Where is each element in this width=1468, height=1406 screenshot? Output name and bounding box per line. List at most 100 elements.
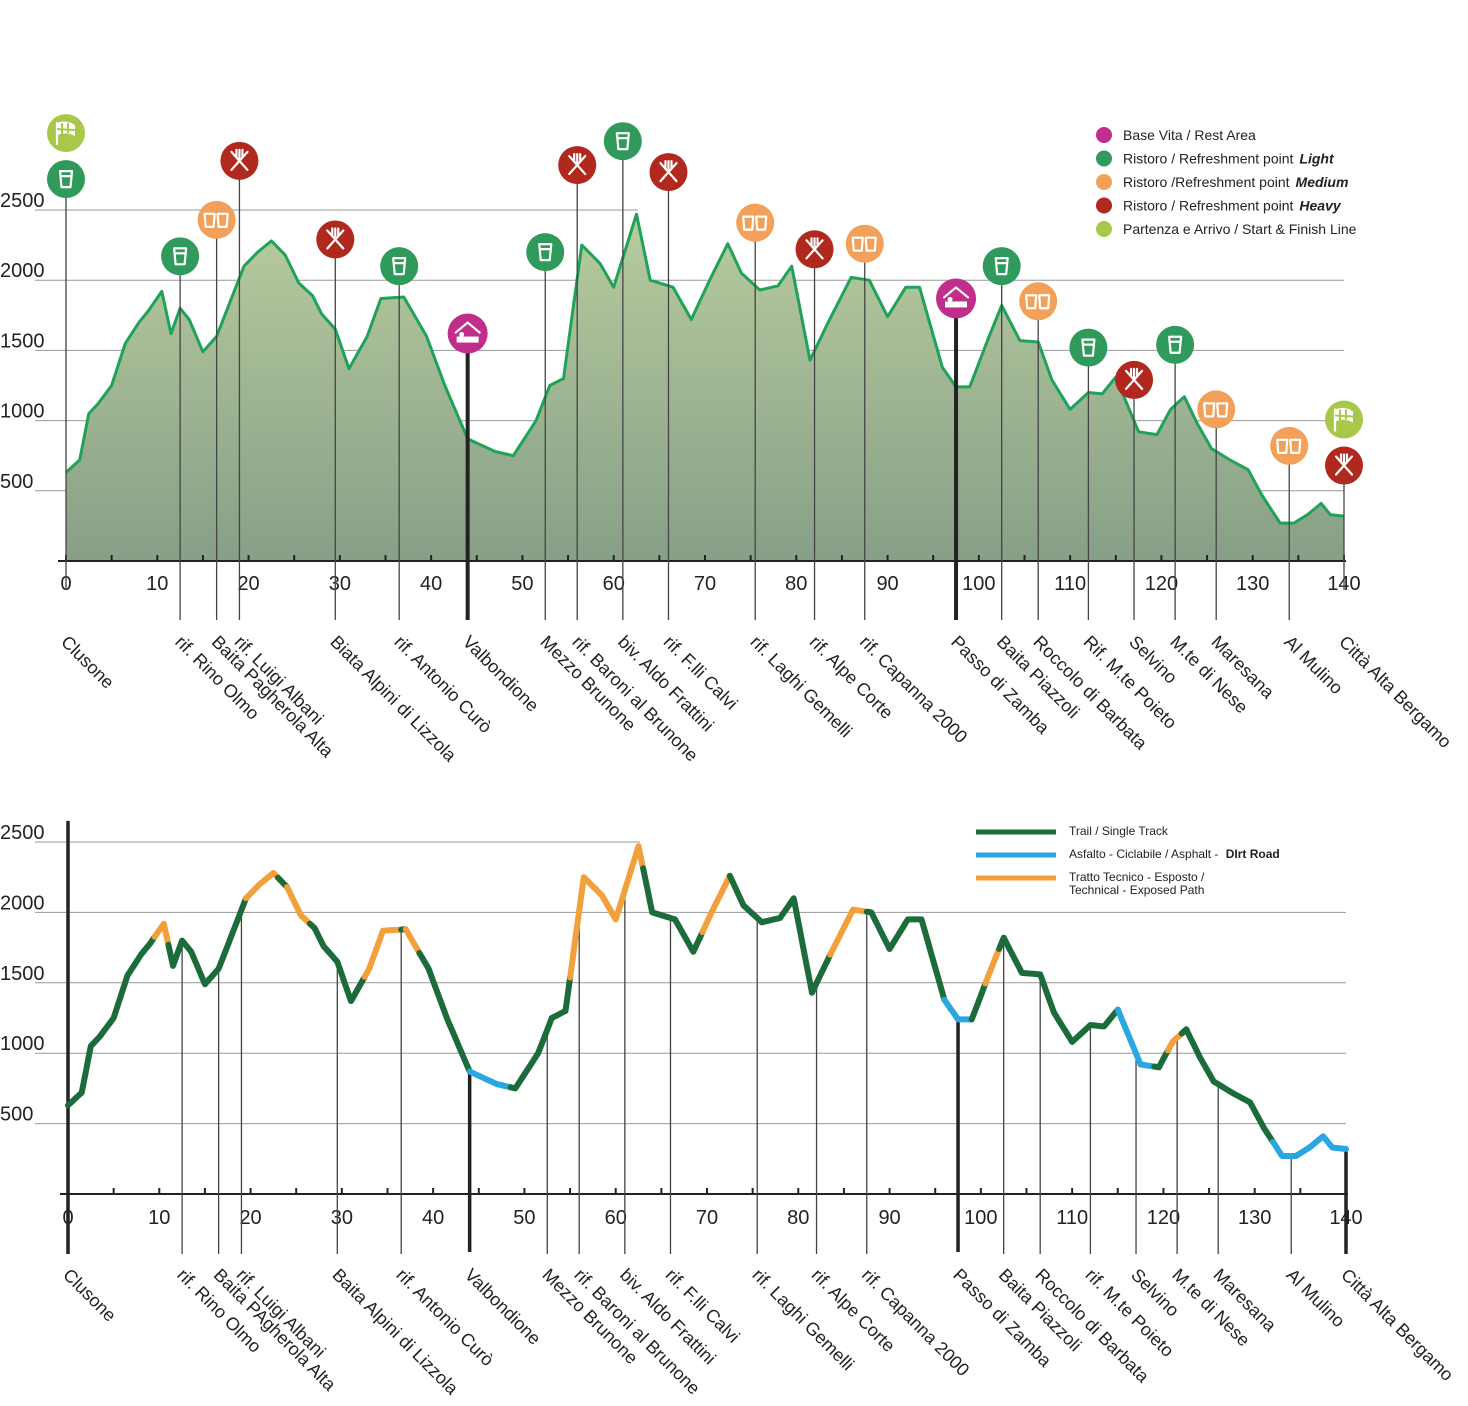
route-segment-technical (982, 946, 1003, 987)
location-label: rif. Laghi Gemelli (746, 632, 856, 742)
legend-text: Ristoro / Refreshment point (1123, 198, 1294, 214)
legend-text: Base Vita / Rest Area (1123, 127, 1256, 143)
medium-marker-circle (845, 224, 884, 263)
medium-marker-circle (197, 200, 236, 239)
location-label: Città Alta Bergamo (1335, 632, 1455, 752)
cup-icon (864, 236, 877, 252)
medium-marker-circle (1270, 426, 1309, 465)
x-tick-label: 120 (1147, 1207, 1180, 1229)
cup-icon (994, 257, 1009, 276)
light-marker (161, 237, 200, 276)
fork-icon (1124, 369, 1144, 390)
light-marker (47, 160, 85, 199)
y-tick-label: 2500 (0, 190, 45, 212)
x-tick-label: 40 (422, 1207, 444, 1229)
location-label: Biata Alpini di Lizzola (326, 632, 460, 766)
x-tick-label: 90 (878, 1207, 900, 1229)
y-tick-label: 1500 (0, 963, 45, 985)
heavy-marker (1325, 446, 1363, 485)
light-marker-circle (603, 122, 642, 161)
route-segment-asphalt (1114, 1006, 1158, 1070)
legend-label: Ristoro / Refreshment point Heavy (1123, 198, 1342, 214)
light-marker-circle (1156, 325, 1195, 364)
cup-icon (1276, 438, 1289, 454)
x-tick-label: 120 (1145, 573, 1178, 595)
elevation-area (66, 214, 1344, 561)
fork-tines-icon (1129, 367, 1139, 378)
x-tick-label: 60 (605, 1207, 627, 1229)
location-label: Al Mulino (1282, 1265, 1348, 1331)
start-marker (47, 114, 85, 153)
route-segment-technical (284, 884, 313, 927)
location-label: rif. Laghi Gemelli (748, 1265, 858, 1375)
light-marker (982, 247, 1021, 286)
legend-item: Ristoro / Refreshment point Heavy (1096, 197, 1342, 214)
medium-marker-circle (1019, 282, 1058, 321)
cup-icon (615, 132, 630, 151)
legend-label: Partenza e Arrivo / Start & Finish Line (1123, 221, 1357, 237)
location-label: Clusone (59, 1265, 120, 1326)
legend-label-line2: Technical - Exposed Path (1069, 883, 1204, 897)
fork-icon (326, 229, 345, 250)
x-tick-label: 100 (962, 573, 995, 595)
route-segment-technical (151, 920, 172, 948)
legend-item: Ristoro / Refreshment point Light (1096, 150, 1335, 167)
x-tick-label: 50 (511, 573, 533, 595)
fork-icon (568, 154, 587, 176)
legend-label: Trail / Single Track (1069, 824, 1169, 838)
cup-icon (1038, 294, 1051, 310)
medium-marker (845, 224, 884, 263)
route-segment-trail (1151, 1047, 1171, 1071)
legend-label: Tratto Tecnico - Esposto / (1069, 870, 1205, 884)
fork-tines-icon (331, 227, 340, 238)
route-segment-trail (968, 980, 989, 1023)
legend-item: Tratto Tecnico - Esposto /Technical - Ex… (976, 870, 1205, 897)
legend-text: Asfalto - Ciclabile / Asphalt - (1069, 847, 1222, 861)
route-segment-technical (243, 870, 281, 902)
light-marker-circle (982, 247, 1021, 286)
legend-label: Ristoro /Refreshment point Medium (1123, 174, 1348, 190)
legend-label: Base Vita / Rest Area (1123, 127, 1256, 143)
rest-area-icon (1096, 127, 1112, 143)
flag-check-icon (1334, 409, 1354, 421)
cup-icon (538, 243, 553, 262)
fork-icon (805, 239, 824, 260)
route-segment-trail (996, 934, 1121, 1045)
y-tick-label: 2000 (0, 260, 45, 282)
medium-marker-circle (736, 203, 775, 242)
light-marker (1156, 325, 1195, 364)
route-segment-technical (402, 926, 423, 956)
cup-icon (1025, 294, 1038, 310)
y-tick-label: 1500 (0, 330, 45, 352)
heavy-marker (220, 141, 259, 180)
x-tick-label: 10 (148, 1207, 170, 1229)
cup-icon (1168, 335, 1183, 354)
x-tick-label: 130 (1238, 1207, 1271, 1229)
cup-icon (58, 170, 74, 189)
cup-icon (1216, 402, 1229, 418)
cup-icon (216, 212, 229, 228)
cup-icon (1081, 338, 1096, 357)
x-tick-label: 110 (1056, 1207, 1088, 1229)
x-tick-label: 130 (1236, 573, 1269, 595)
route-segment-trail (306, 920, 368, 1005)
light-marker (526, 233, 565, 272)
legend-text: Trail / Single Track (1069, 824, 1169, 838)
rest-marker-circle (936, 278, 977, 319)
route-segment-technical (1165, 1030, 1185, 1054)
pillow-icon (459, 332, 465, 338)
medium-marker (1019, 282, 1058, 321)
surface-profile-chart: 5001000150020002500010203040506070809010… (0, 820, 1457, 1399)
legend-emphasis: DIrt Road (1226, 847, 1280, 861)
medium-marker (1197, 390, 1236, 429)
legend-item: Base Vita / Rest Area (1096, 127, 1256, 143)
elevation-line (64, 212, 1345, 525)
location-label: Al Mulino (1280, 632, 1346, 698)
x-tick-label: 80 (785, 573, 807, 595)
x-tick-label: 30 (329, 573, 351, 595)
legend-emphasis: Medium (1296, 174, 1349, 190)
fork-tines-icon (573, 152, 582, 164)
light-marker (380, 247, 419, 286)
cup-icon (1289, 438, 1302, 454)
legend-text: Ristoro / Refreshment point (1123, 151, 1294, 167)
